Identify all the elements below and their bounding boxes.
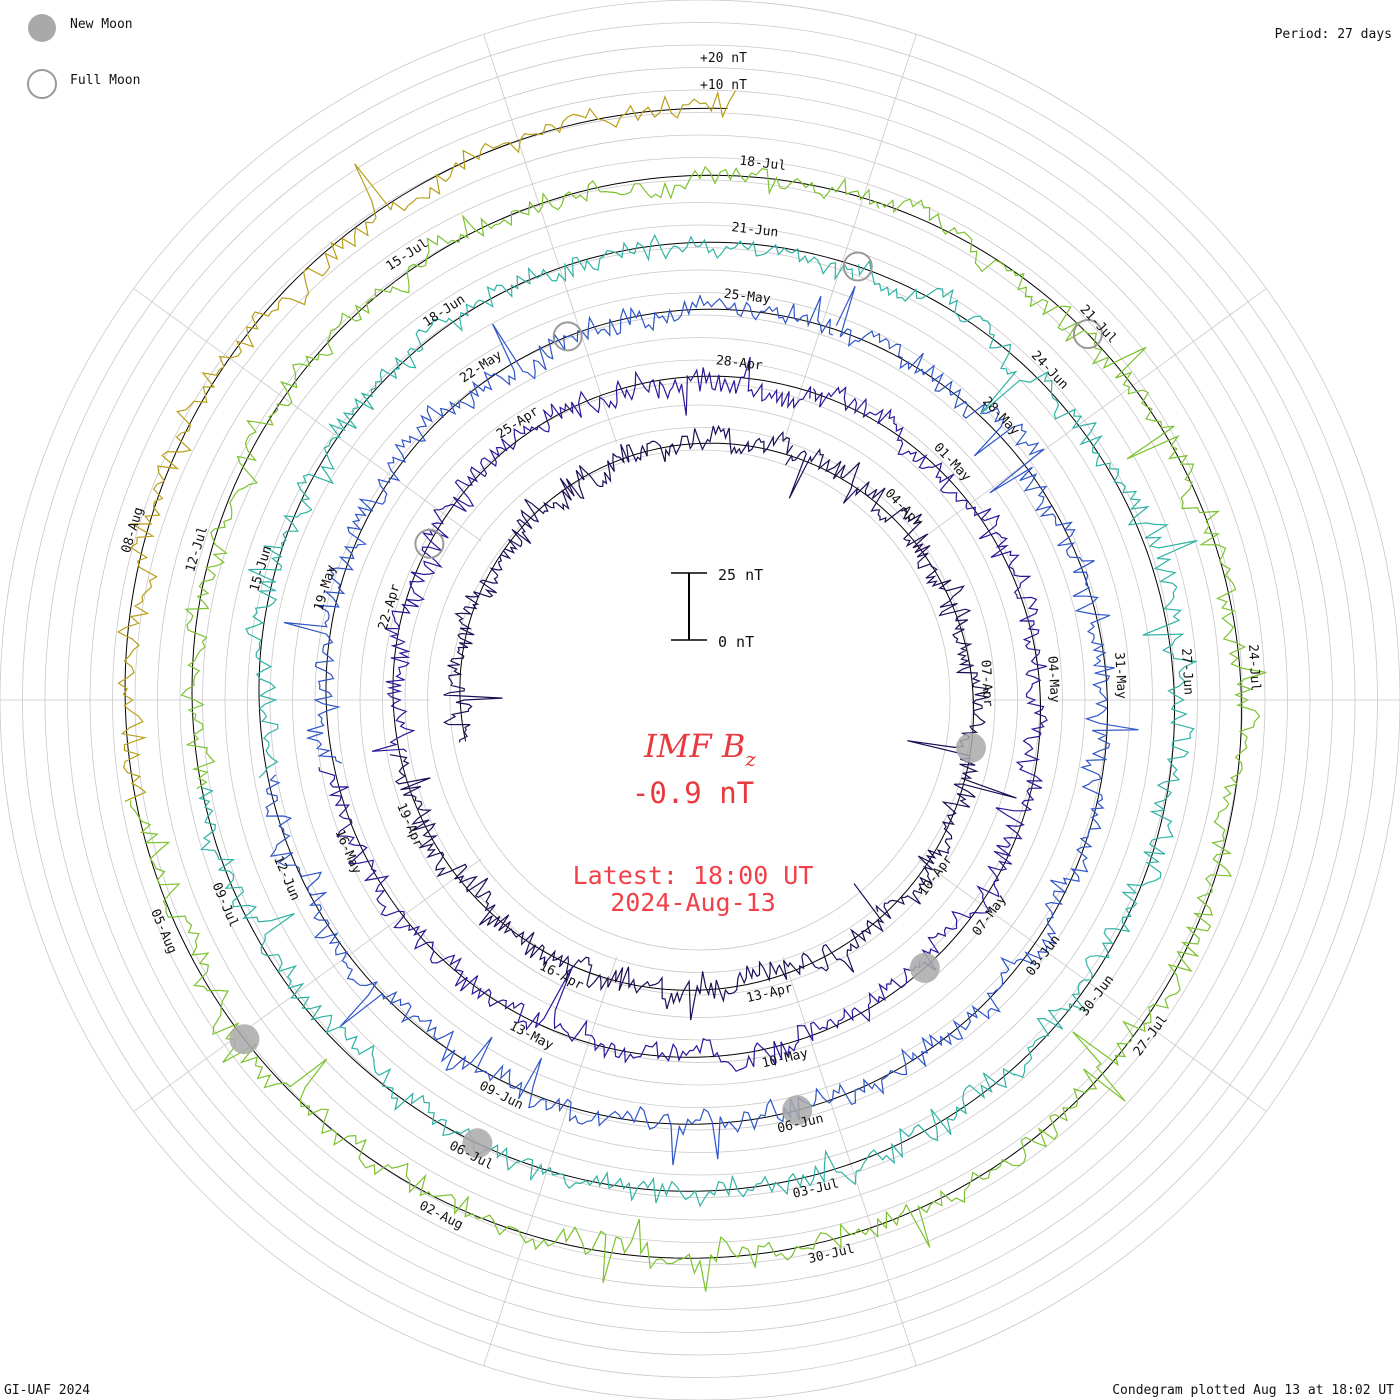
date-labels: 04-Apr07-Apr10-Apr13-Apr16-Apr19-Apr22-A… <box>119 154 1263 1267</box>
bz-trace-segment <box>835 285 1139 1023</box>
full-moon-marker <box>1072 319 1103 349</box>
grid-spoke <box>133 288 482 542</box>
new-moon-legend-icon <box>28 14 56 42</box>
scale-top-label: 25 nT <box>718 566 763 584</box>
new-moon-marker <box>229 1024 260 1055</box>
parameter-subscript: z <box>744 747 756 771</box>
date-label: 12-Jun <box>270 854 302 903</box>
date-label: 05-Aug <box>147 907 179 956</box>
full-moon-marker <box>842 251 873 282</box>
bz-trace-segment <box>371 356 812 753</box>
date-label: 27-Jun <box>1178 648 1196 696</box>
grid-spoke <box>483 956 617 1366</box>
date-label: 18-Jul <box>739 154 787 174</box>
bz-trace-segment <box>245 233 854 779</box>
bz-trace-segment <box>283 293 834 764</box>
full-moon-legend-label: Full Moon <box>70 73 140 88</box>
offset-label-10: +10 nT <box>700 78 747 93</box>
date-label: 21-Jul <box>1077 302 1120 346</box>
date-label: 31-May <box>1111 652 1129 700</box>
baseline-spiral <box>124 107 1242 1259</box>
date-label: 24-Jul <box>1245 644 1263 692</box>
bz-trace-segment <box>785 447 1017 920</box>
date-label: 16-May <box>332 827 364 876</box>
credit-label: GI-UAF 2024 <box>4 1383 90 1398</box>
bz-trace-segment <box>318 767 921 1073</box>
plotted-label: Condegram plotted Aug 13 at 18:02 UT <box>1112 1383 1394 1398</box>
date-label: 28-Apr <box>715 353 764 373</box>
bz-trace-segment <box>265 774 971 1166</box>
bz-trace-segment <box>130 800 1059 1292</box>
offset-label-20: +20 nT <box>700 51 747 66</box>
grid-spoke <box>783 34 917 444</box>
grid-circle <box>382 382 1018 1018</box>
bz-trace-segment <box>443 424 794 743</box>
date-label: 02-Aug <box>417 1198 466 1233</box>
latest-date: 2024-Aug-13 <box>610 888 776 917</box>
date-label: 25-May <box>723 287 772 307</box>
grid-spoke <box>783 956 917 1366</box>
date-label: 13-Apr <box>745 981 794 1006</box>
full-moon-marker <box>552 321 583 352</box>
parameter-title: IMF Bz <box>643 727 756 771</box>
bz-trace-segment <box>116 90 737 802</box>
baseline-rings <box>124 107 1242 1259</box>
date-label: 15-Jul <box>384 236 431 274</box>
full-moon-legend-icon <box>27 69 57 99</box>
date-label: 07-Apr <box>977 659 995 707</box>
grid-circle <box>359 359 1041 1041</box>
bz-trace-segment <box>880 198 1267 1122</box>
bz-trace-segment <box>857 259 1198 1078</box>
bz-trace-segment <box>198 787 1016 1208</box>
full-moon-marker <box>414 528 445 559</box>
date-label: 09-Jun <box>477 1079 526 1114</box>
moon-markers <box>229 251 1103 1159</box>
grid-spoke <box>918 858 1267 1112</box>
date-label: 01-May <box>930 440 973 485</box>
scale-bottom-label: 0 nT <box>718 633 754 651</box>
bz-trace-segment <box>389 754 885 1021</box>
date-label: 24-Jun <box>1028 348 1071 392</box>
date-label: 03-Jul <box>791 1176 840 1201</box>
new-moon-marker <box>782 1095 813 1126</box>
date-label: 30-Jun <box>1077 972 1117 1019</box>
new-moon-marker <box>956 732 986 763</box>
date-label: 04-Apr <box>882 486 925 531</box>
grid-spoke <box>133 858 482 1112</box>
period-label: Period: 27 days <box>1275 27 1392 42</box>
grid-circle <box>314 314 1086 1086</box>
grid-circle <box>337 337 1063 1063</box>
bz-trace-segment <box>180 165 880 790</box>
grid-spoke <box>918 288 1267 542</box>
bz-traces <box>116 90 1267 1292</box>
grid-circle <box>449 449 951 951</box>
current-value: -0.9 nT <box>632 776 754 810</box>
date-label: 04-May <box>1044 656 1062 704</box>
latest-time: Latest: 18:00 UT <box>573 861 814 890</box>
bz-trace-segment <box>812 385 1048 971</box>
new-moon-marker <box>462 1128 493 1159</box>
grid-spoke <box>483 34 617 444</box>
date-label: 28-May <box>979 394 1022 439</box>
new-moon-legend-label: New Moon <box>70 17 133 32</box>
date-label: 25-Apr <box>494 404 542 442</box>
new-moon-marker <box>909 952 940 983</box>
date-label: 13-May <box>507 1019 556 1054</box>
date-label: 21-Jun <box>731 220 779 240</box>
scale-bar <box>671 572 707 641</box>
parameter-base: IMF B <box>643 727 745 765</box>
